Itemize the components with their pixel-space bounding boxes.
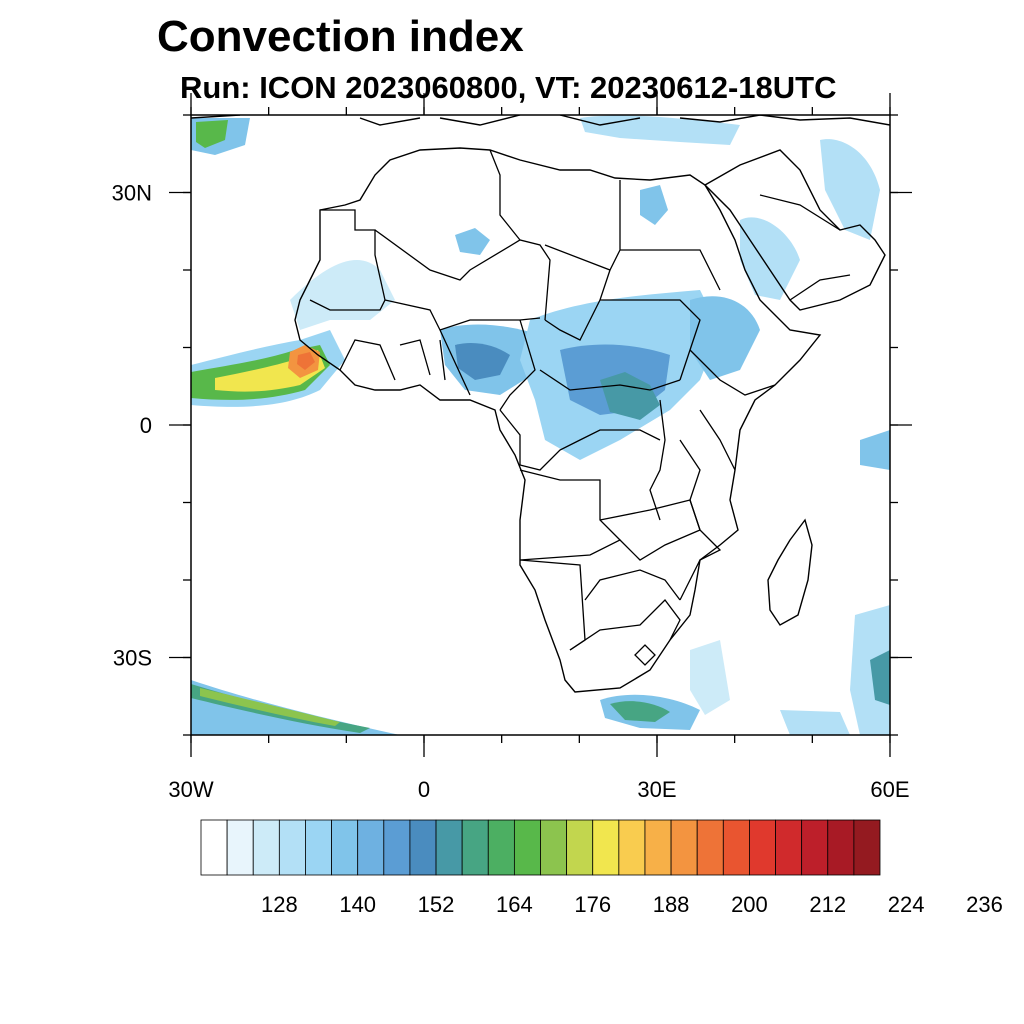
colorbar-swatch	[827, 819, 855, 876]
border-lesotho	[634, 644, 656, 666]
colorbar-swatch	[278, 819, 306, 876]
colorbar-swatch	[644, 819, 672, 876]
colorbar-swatch	[461, 819, 489, 876]
border-south-africa	[569, 599, 681, 651]
plot-frame	[190, 114, 891, 736]
border-ethiopia	[689, 349, 776, 396]
y-tick-label: 30N	[112, 181, 152, 206]
colorbar-swatch	[722, 819, 750, 876]
x-tick-label: 60E	[870, 777, 909, 802]
field-west-sahel	[290, 260, 395, 330]
field-se-indian-core	[870, 650, 890, 705]
y-tick-label: 0	[140, 413, 152, 438]
field-east-indian	[860, 430, 890, 470]
colorbar-label: 212	[809, 892, 846, 917]
border-namibia	[519, 559, 681, 651]
x-tick-label: 30E	[637, 777, 676, 802]
colorbar-swatch	[305, 819, 332, 876]
field-ethiopia	[690, 296, 760, 380]
border-nigeria	[439, 319, 536, 411]
colorbar-swatch	[749, 819, 776, 876]
colorbar-swatch	[252, 819, 280, 876]
field-south-atlantic-peak	[200, 688, 340, 726]
colorbar-label: 140	[339, 892, 376, 917]
border-drc-east	[649, 399, 666, 521]
colorbar-swatch	[618, 819, 646, 876]
colorbar-label: 236	[966, 892, 1003, 917]
border-congo	[499, 409, 661, 471]
colorbar-label: 128	[261, 892, 298, 917]
border-angola	[519, 469, 622, 561]
border-chad	[544, 269, 611, 341]
x-tick-label: 0	[418, 777, 430, 802]
x-tick-label: 30W	[168, 777, 213, 802]
field-madagascar-s	[690, 640, 730, 715]
colorbar: 128 140 152 164 176 188 200 212 224 236	[200, 819, 1003, 917]
border-west-sahara	[309, 209, 386, 311]
colorbar-swatch	[670, 819, 698, 876]
convection-field	[191, 115, 890, 735]
border-arabia	[759, 194, 851, 301]
y-tick-label: 30S	[113, 646, 152, 671]
colorbar-label: 200	[731, 892, 768, 917]
border-zambia	[599, 499, 701, 561]
chart-subtitle: Run: ICON 2023060800, VT: 20230612-18UTC	[180, 70, 837, 105]
colorbar-swatch	[409, 819, 437, 876]
colorbar-swatch	[331, 819, 359, 876]
field-sahara-patch	[455, 228, 490, 255]
colorbar-swatch	[801, 819, 829, 876]
field-iberia-core	[196, 120, 228, 148]
colorbar-swatch	[487, 819, 515, 876]
coastlines	[191, 115, 890, 693]
colorbar-label: 164	[496, 892, 533, 917]
europe-coastline	[191, 115, 890, 126]
field-red-sea	[740, 217, 800, 300]
colorbar-swatch	[540, 819, 568, 876]
field-south-africa-core	[610, 701, 670, 722]
field-mediterranean	[580, 115, 740, 145]
axis-ticks	[169, 93, 912, 757]
colorbar-swatch	[357, 819, 385, 876]
colorbar-swatch	[200, 819, 228, 876]
field-congo-patches	[600, 372, 660, 420]
colorbar-swatch	[696, 819, 724, 876]
colorbar-swatch	[383, 819, 411, 876]
axis-tick-labels: 30W 0 30E 60E 30N 0 30S	[112, 181, 910, 803]
field-guinea-hotspot-core	[297, 352, 315, 370]
colorbar-swatch	[775, 819, 803, 876]
field-arabia-ne	[820, 139, 880, 240]
border-mozambique	[679, 499, 722, 601]
field-southern-indian	[780, 710, 850, 735]
madagascar-coastline	[767, 518, 813, 626]
colorbar-swatch	[853, 819, 881, 876]
country-borders	[309, 149, 851, 666]
chart-title: Convection index	[157, 12, 524, 61]
africa-coastline	[294, 147, 822, 693]
colorbar-swatch	[513, 819, 541, 876]
border-mali-niger	[384, 299, 541, 331]
colorbar-swatch	[435, 819, 463, 876]
arabia-coastline	[703, 149, 886, 311]
colorbar-label: 188	[653, 892, 690, 917]
field-egypt-patch	[640, 185, 668, 225]
field-south-atlantic	[191, 680, 400, 735]
border-west-coast	[339, 339, 446, 381]
field-se-indian	[850, 605, 890, 735]
colorbar-swatch	[226, 819, 254, 876]
field-nigeria-core	[455, 343, 510, 380]
border-algeria	[374, 229, 551, 321]
border-egypt-sudan	[620, 249, 721, 291]
border-kenya-tanzania	[679, 409, 736, 501]
colorbar-label: 224	[888, 892, 925, 917]
colorbar-swatch	[566, 819, 594, 876]
colorbar-label: 176	[574, 892, 611, 917]
border-sudan-south	[600, 299, 701, 381]
border-car	[539, 369, 681, 391]
colorbar-label: 152	[418, 892, 455, 917]
border-libya	[489, 149, 621, 271]
colorbar-swatch	[592, 819, 620, 876]
